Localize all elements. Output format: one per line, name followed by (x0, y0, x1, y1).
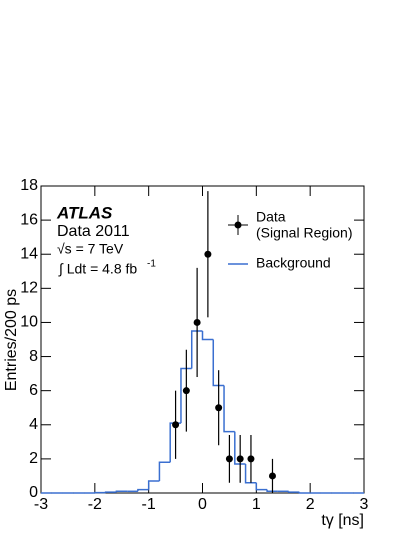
histogram-bin (147, 480, 160, 490)
histogram-bin (234, 431, 246, 465)
data-point (247, 455, 255, 463)
histogram-bin (255, 482, 268, 491)
y-tick-label: 14 (20, 245, 38, 262)
histogram-bin (223, 385, 235, 433)
x-tick-label: -3 (34, 496, 48, 513)
legend-data-marker (234, 221, 242, 229)
legend: Data (Signal Region) Background (228, 209, 353, 271)
histogram-bin (115, 490, 128, 493)
y-tick-label: 4 (29, 416, 38, 433)
histogram-bin (158, 461, 171, 482)
histogram-bin (244, 464, 257, 484)
x-tick-label: 2 (306, 496, 315, 513)
data-point (204, 250, 212, 258)
x-tick-label: -2 (88, 496, 102, 513)
x-tick-label: 3 (360, 496, 369, 513)
x-tick-label: 1 (252, 496, 261, 513)
y-axis-label: Entries/200 ps (3, 289, 20, 391)
data-point (215, 404, 223, 412)
y-tick-label: 2 (29, 450, 38, 467)
lumi-superscript: -1 (147, 259, 156, 270)
x-tick-label: 0 (198, 496, 207, 513)
data-point (236, 455, 244, 463)
data-point (225, 455, 233, 463)
data-point (193, 318, 201, 326)
y-tick-label: 16 (20, 211, 38, 228)
x-axis-label: tγ [ns] (321, 512, 364, 529)
energy-label: √s = 7 TeV (57, 241, 124, 257)
histogram-bin (137, 488, 149, 492)
legend-label: Background (256, 255, 331, 271)
y-tick-label: 8 (29, 348, 38, 365)
histogram-bin (298, 492, 311, 494)
y-tick-label: 6 (29, 382, 38, 399)
histogram-bin (201, 330, 214, 341)
y-tick-label: 12 (20, 280, 38, 297)
legend-label: (Signal Region) (256, 225, 353, 241)
y-tick-label: 10 (20, 314, 38, 331)
histogram-bin (104, 491, 117, 493)
data-point (268, 472, 276, 480)
experiment-label: ATLAS (56, 203, 113, 222)
data-point (172, 421, 180, 429)
histogram-bin (266, 489, 278, 493)
dataset-label: Data 2011 (57, 223, 130, 240)
y-tick-label: 18 (20, 177, 38, 194)
histogram-bin (287, 491, 300, 493)
lumi-label: ∫ Ldt = 4.8 fb (58, 261, 137, 277)
x-tick-label: -1 (142, 496, 156, 513)
histogram-bin (180, 367, 192, 424)
histogram-bin (212, 339, 225, 387)
legend-label: Data (256, 209, 286, 225)
y-tick-label: 0 (29, 484, 38, 501)
data-point (182, 387, 190, 395)
histogram-bin (190, 330, 203, 369)
